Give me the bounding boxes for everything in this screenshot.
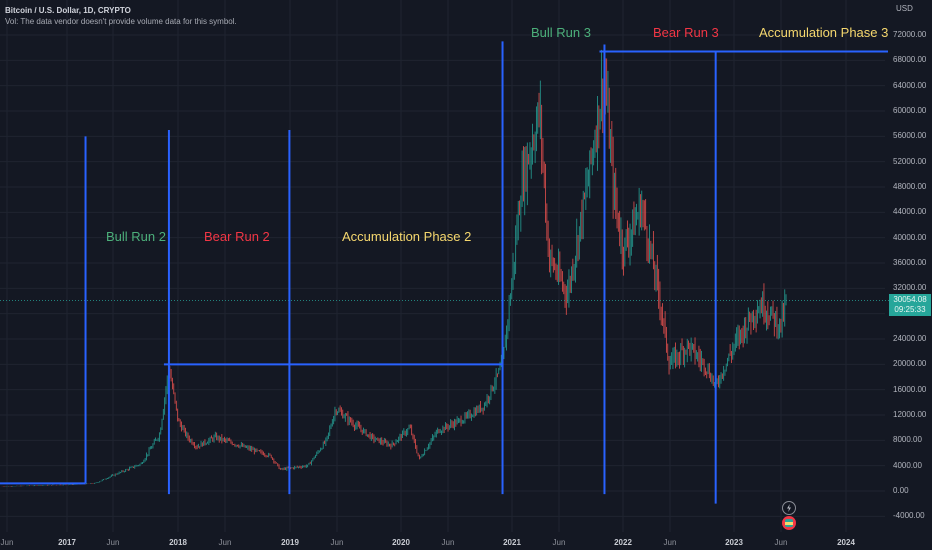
grid — [0, 0, 885, 532]
price-tick: 36000.00 — [893, 258, 927, 267]
time-tick: 2018 — [169, 538, 187, 547]
phase-annotation[interactable]: Accumulation Phase 2 — [342, 229, 472, 244]
phase-annotation[interactable]: Bear Run 2 — [204, 229, 270, 244]
price-tick: 68000.00 — [893, 55, 927, 65]
symbol-legend: Bitcoin / U.S. Dollar, 1D, CRYPTO Vol: T… — [5, 5, 237, 27]
price-tick: 20000.00 — [893, 359, 927, 369]
time-tick: Jun — [774, 538, 788, 547]
price-tick: 16000.00 — [893, 384, 927, 394]
time-tick: 2019 — [281, 538, 299, 547]
time-tick: Jun — [663, 538, 677, 547]
phase-annotation[interactable]: Bull Run 2 — [106, 229, 166, 244]
price-tick: 60000.00 — [893, 106, 927, 115]
price-tick: 64000.00 — [893, 80, 927, 90]
time-tick: Jun — [441, 538, 455, 547]
price-tick: -4000.00 — [893, 511, 925, 521]
current-price-label: 30054.08 09:25:33 — [889, 294, 931, 316]
time-tick: Jun — [218, 538, 232, 547]
price-tick: 44000.00 — [893, 207, 927, 217]
price-tick: 32000.00 — [893, 283, 927, 293]
time-tick: Jun — [552, 538, 566, 547]
phase-annotation[interactable]: Bear Run 3 — [653, 25, 719, 40]
candles — [1, 49, 787, 487]
time-tick: 2023 — [725, 538, 743, 547]
phase-annotation[interactable]: Accumulation Phase 3 — [759, 25, 889, 40]
time-tick: 2017 — [58, 538, 76, 547]
price-tick: 52000.00 — [893, 156, 927, 166]
price-tick: 12000.00 — [893, 410, 927, 419]
phase-annotation[interactable]: Bull Run 3 — [531, 25, 591, 40]
price-tick: 8000.00 — [893, 435, 922, 445]
time-tick: 2022 — [614, 538, 632, 547]
time-tick: 2024 — [837, 538, 855, 547]
price-tick: 56000.00 — [893, 131, 927, 141]
time-tick: 2021 — [503, 538, 521, 547]
time-tick: Jun — [330, 538, 344, 547]
lightning-icon[interactable] — [782, 501, 796, 515]
time-tick: Jun — [0, 538, 14, 547]
time-tick: Jun — [106, 538, 120, 547]
bar-countdown: 09:25:33 — [894, 305, 926, 314]
price-tick: 72000.00 — [893, 30, 927, 39]
price-tick: 40000.00 — [893, 232, 927, 242]
price-tick: 4000.00 — [893, 460, 922, 470]
currency-label[interactable]: USD — [896, 4, 913, 13]
drawn-lines[interactable] — [0, 41, 888, 504]
symbol-title[interactable]: Bitcoin / U.S. Dollar, 1D, CRYPTO — [5, 6, 131, 15]
current-price: 30054.08 — [893, 295, 927, 304]
price-tick: 48000.00 — [893, 182, 927, 191]
earnings-flag-icon[interactable] — [782, 516, 796, 530]
volume-notice: Vol: The data vendor doesn't provide vol… — [5, 17, 237, 26]
price-tick: 0.00 — [893, 486, 909, 495]
price-tick: 24000.00 — [893, 334, 927, 343]
time-tick: 2020 — [392, 538, 410, 547]
